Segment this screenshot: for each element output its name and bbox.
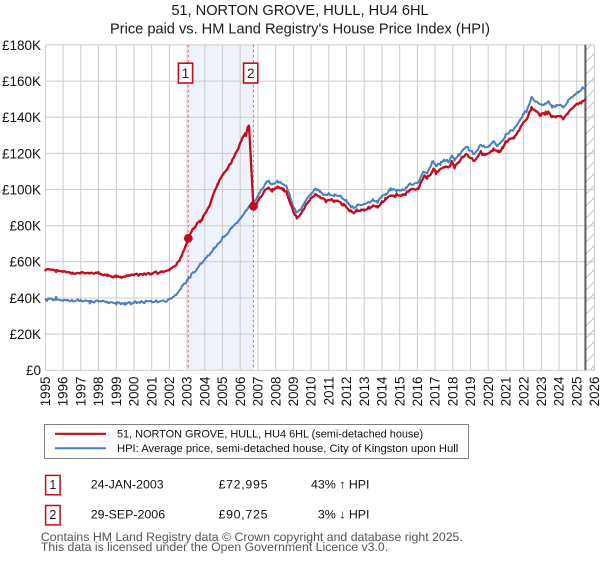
svg-text:2025: 2025 xyxy=(569,377,584,407)
svg-text:24-JAN-2003: 24-JAN-2003 xyxy=(91,477,164,491)
svg-text:£180K: £180K xyxy=(2,38,41,53)
svg-text:£100K: £100K xyxy=(2,182,41,197)
svg-text:2003: 2003 xyxy=(180,377,195,407)
svg-text:£40K: £40K xyxy=(9,291,41,306)
svg-text:£60K: £60K xyxy=(9,255,41,270)
svg-text:1998: 1998 xyxy=(91,377,106,407)
svg-text:This data is licensed under th: This data is licensed under the Open Gov… xyxy=(41,540,388,554)
svg-text:2024: 2024 xyxy=(552,376,567,406)
svg-text:£120K: £120K xyxy=(2,146,41,161)
svg-text:1996: 1996 xyxy=(56,377,71,407)
svg-text:£80K: £80K xyxy=(9,219,41,234)
svg-text:2019: 2019 xyxy=(463,377,478,407)
svg-text:2023: 2023 xyxy=(534,377,549,407)
svg-text:£72,995: £72,995 xyxy=(218,477,268,491)
svg-text:£20K: £20K xyxy=(9,327,41,342)
svg-text:2010: 2010 xyxy=(304,377,319,407)
svg-text:1: 1 xyxy=(182,66,190,81)
svg-text:2015: 2015 xyxy=(392,377,407,407)
svg-text:£160K: £160K xyxy=(2,74,41,89)
svg-text:2017: 2017 xyxy=(428,377,443,407)
svg-text:2022: 2022 xyxy=(516,377,531,407)
svg-text:1: 1 xyxy=(49,478,56,492)
svg-text:2020: 2020 xyxy=(481,377,496,407)
svg-text:1999: 1999 xyxy=(109,377,124,407)
svg-text:Contains HM Land Registry data: Contains HM Land Registry data © Crown c… xyxy=(41,530,463,544)
svg-text:2018: 2018 xyxy=(445,377,460,407)
svg-text:2021: 2021 xyxy=(499,377,514,407)
svg-text:2005: 2005 xyxy=(215,377,230,407)
svg-text:2004: 2004 xyxy=(197,376,212,406)
svg-text:2006: 2006 xyxy=(233,377,248,407)
svg-text:1997: 1997 xyxy=(73,377,88,407)
svg-text:2: 2 xyxy=(49,508,56,522)
svg-text:£90,725: £90,725 xyxy=(218,507,268,521)
svg-text:HPI: Average price, semi-detac: HPI: Average price, semi-detached house,… xyxy=(117,443,458,455)
svg-text:51, NORTON GROVE, HULL, HU4 6H: 51, NORTON GROVE, HULL, HU4 6HL xyxy=(171,3,428,19)
svg-text:2011: 2011 xyxy=(321,377,336,406)
svg-text:29-SEP-2006: 29-SEP-2006 xyxy=(91,507,166,521)
svg-text:2016: 2016 xyxy=(410,377,425,407)
svg-text:51, NORTON GROVE, HULL, HU4 6H: 51, NORTON GROVE, HULL, HU4 6HL (semi-de… xyxy=(117,429,423,441)
svg-text:2: 2 xyxy=(247,66,255,81)
svg-text:Price paid vs. HM Land Registr: Price paid vs. HM Land Registry's House … xyxy=(110,22,490,38)
svg-text:2014: 2014 xyxy=(375,376,390,406)
svg-text:2026: 2026 xyxy=(587,377,600,407)
svg-text:2001: 2001 xyxy=(144,377,159,407)
svg-text:3% ↓ HPI: 3% ↓ HPI xyxy=(318,507,370,521)
svg-text:£0: £0 xyxy=(26,363,41,378)
svg-text:2012: 2012 xyxy=(339,377,354,407)
svg-text:43% ↑ HPI: 43% ↑ HPI xyxy=(311,477,370,491)
svg-text:2000: 2000 xyxy=(127,377,142,407)
svg-text:2009: 2009 xyxy=(286,377,301,407)
svg-text:2008: 2008 xyxy=(268,377,283,407)
svg-text:2002: 2002 xyxy=(162,377,177,407)
svg-text:1995: 1995 xyxy=(38,377,53,407)
svg-text:2007: 2007 xyxy=(251,377,266,407)
svg-text:2013: 2013 xyxy=(357,377,372,407)
svg-text:£140K: £140K xyxy=(2,110,41,125)
